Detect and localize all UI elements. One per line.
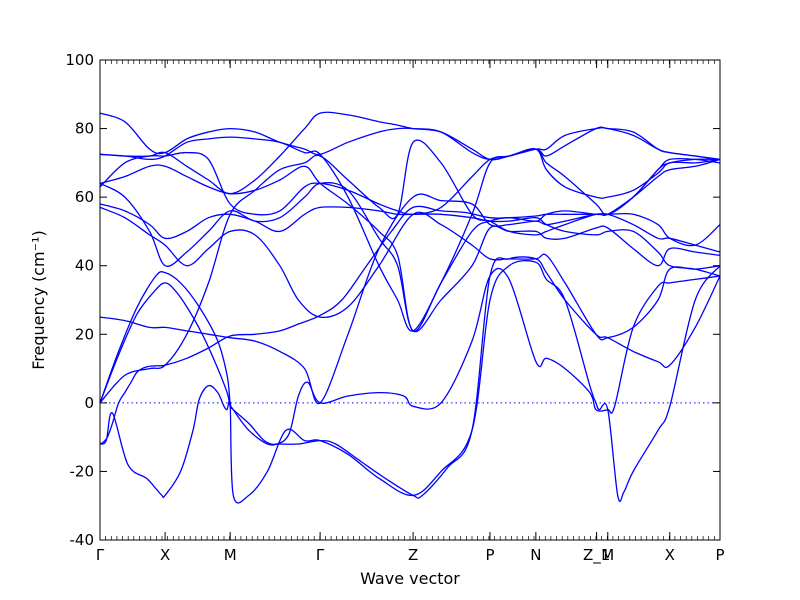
x-axis-label: Wave vector — [360, 569, 460, 588]
y-tick-label: 40 — [75, 257, 94, 275]
x-tick-label: M — [601, 546, 614, 564]
y-tick-label: 20 — [75, 325, 94, 343]
x-tick-label: X — [665, 546, 675, 564]
band-line-6 — [99, 206, 721, 341]
band-line-4 — [99, 260, 721, 504]
x-tick-label: Z_1 — [583, 546, 610, 565]
x-tick-label: P — [715, 546, 724, 564]
y-tick-label: 80 — [75, 120, 94, 138]
x-tick-label: X — [160, 546, 170, 564]
band-line-14 — [99, 139, 721, 404]
y-tick-label: -40 — [70, 531, 95, 549]
band-line-13 — [99, 111, 721, 195]
x-tick-label: Z — [408, 546, 418, 564]
band-line-3 — [99, 267, 721, 446]
band-lines — [99, 111, 721, 504]
y-tick-label: 60 — [75, 188, 94, 206]
y-tick-label: -20 — [70, 462, 95, 480]
y-axis-ticks: -40 -20 0 20 40 60 80 100 — [65, 51, 720, 549]
x-tick-label: M — [224, 546, 237, 564]
band-line-2 — [99, 256, 721, 499]
y-tick-label: 100 — [65, 51, 94, 69]
minor-tick-marks — [105, 60, 715, 540]
y-axis-label: Frequency (cm⁻¹) — [29, 230, 48, 369]
band-line-10 — [99, 148, 721, 216]
band-line-11 — [99, 126, 721, 332]
x-tick-label: Γ — [96, 546, 105, 564]
x-tick-label: P — [485, 546, 494, 564]
x-tick-label: Γ — [316, 546, 325, 564]
plot-frame — [99, 59, 721, 541]
x-tick-label: N — [530, 546, 541, 564]
plot-background — [100, 60, 720, 540]
x-axis-ticks: Γ X M Γ Z P N Z_1M X P — [96, 60, 725, 565]
y-tick-label: 0 — [84, 394, 94, 412]
